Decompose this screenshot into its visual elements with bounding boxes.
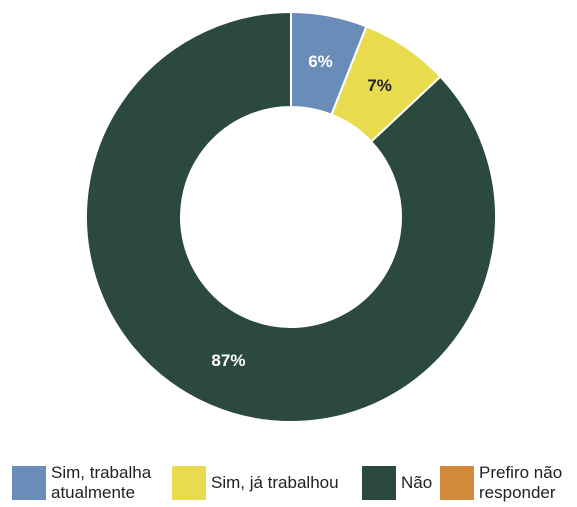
- legend-label: Prefiro não responder: [479, 463, 563, 502]
- legend-item: Sim, trabalha atualmente: [12, 462, 181, 504]
- slice: [85, 10, 497, 423]
- value-label: 6%: [308, 52, 333, 71]
- legend-swatch: [362, 466, 396, 500]
- legend-swatch: [172, 466, 206, 500]
- legend-label: Sim, já trabalhou: [211, 473, 339, 492]
- donut: 6% 7% 87%: [85, 10, 497, 423]
- value-label: 87%: [211, 351, 245, 370]
- value-label: 7%: [367, 76, 392, 95]
- legend-swatch: [440, 466, 474, 500]
- legend-label: Não: [401, 473, 433, 492]
- legend-swatch: [12, 466, 46, 500]
- legend-item: Prefiro não responder: [440, 462, 577, 504]
- legend-item: Não: [362, 462, 441, 504]
- legend-label: Sim, trabalha atualmente: [51, 463, 152, 502]
- legend-item: Sim, já trabalhou: [172, 462, 371, 504]
